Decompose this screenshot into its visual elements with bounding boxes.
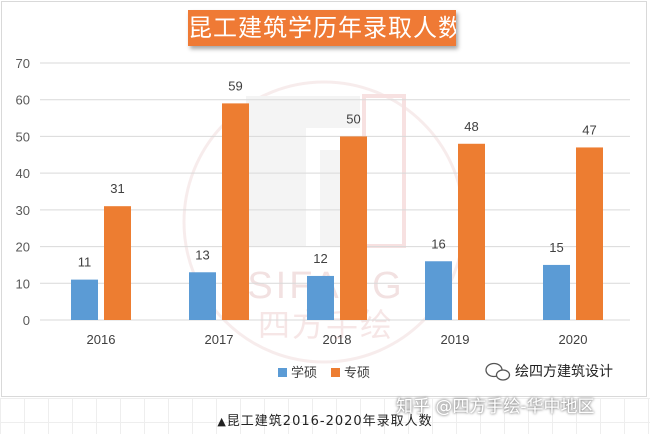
bar-专硕-2016 [104, 206, 131, 320]
data-labels: 11 31 13 59 12 50 16 48 15 47 [78, 78, 597, 269]
bars [71, 103, 603, 320]
x-tick-label: 2016 [87, 332, 116, 347]
bar-专硕-2018 [340, 136, 367, 320]
y-tick-label: 10 [16, 276, 30, 291]
bar-学硕-2018 [307, 275, 334, 320]
bar-专硕-2019 [458, 143, 485, 320]
y-axis-tick-labels: 0 10 20 30 40 50 60 70 [16, 56, 30, 328]
legend: 学硕 专硕 [278, 365, 370, 381]
bar-专硕-2017 [222, 103, 249, 320]
bar-专硕-2020 [576, 147, 603, 320]
data-label: 11 [78, 255, 92, 270]
chart-title: 昆工建筑学历年录取人数 [188, 10, 456, 46]
x-tick-label: 2020 [559, 332, 588, 347]
legend-label: 专硕 [344, 366, 370, 381]
y-tick-label: 40 [16, 166, 30, 181]
data-label: 50 [346, 111, 360, 126]
legend-swatch [278, 368, 287, 377]
data-label: 13 [195, 247, 209, 262]
y-tick-label: 70 [16, 56, 30, 71]
zhihu-watermark: 知乎 @四方手绘-华中地区 [396, 397, 595, 417]
wechat-icon [485, 362, 511, 381]
x-tick-label: 2017 [205, 332, 234, 347]
x-axis-tick-labels: 2016 2017 2018 2019 2020 [87, 332, 588, 347]
y-tick-label: 50 [16, 129, 30, 144]
bar-学硕-2016 [71, 279, 98, 320]
figure-caption: ▲昆工建筑2016-2020年录取人数 [0, 410, 650, 429]
bar-学硕-2020 [543, 264, 570, 320]
caption-marker: ▲ [217, 415, 227, 428]
y-tick-label: 0 [23, 313, 30, 328]
y-tick-label: 30 [16, 203, 30, 218]
gridlines [40, 62, 630, 321]
data-label: 31 [110, 181, 124, 196]
bar-学硕-2019 [425, 261, 452, 320]
data-label: 16 [431, 236, 445, 251]
x-tick-label: 2018 [323, 332, 352, 347]
x-tick-label: 2019 [441, 332, 470, 347]
data-label: 47 [582, 122, 596, 137]
wechat-account-name: 绘四方建筑设计 [515, 364, 613, 380]
legend-swatch [331, 368, 340, 377]
data-label: 12 [313, 251, 327, 266]
y-tick-label: 60 [16, 93, 30, 108]
data-label: 59 [228, 78, 242, 93]
bar-学硕-2017 [189, 272, 216, 320]
data-label: 48 [464, 119, 478, 134]
wechat-watermark: 绘四方建筑设计 [485, 362, 613, 381]
caption-text: 昆工建筑2016-2020年录取人数 [226, 414, 433, 429]
data-label: 15 [549, 240, 563, 255]
legend-label: 学硕 [291, 365, 317, 381]
grid-background [0, 398, 650, 434]
y-tick-label: 20 [16, 240, 30, 255]
